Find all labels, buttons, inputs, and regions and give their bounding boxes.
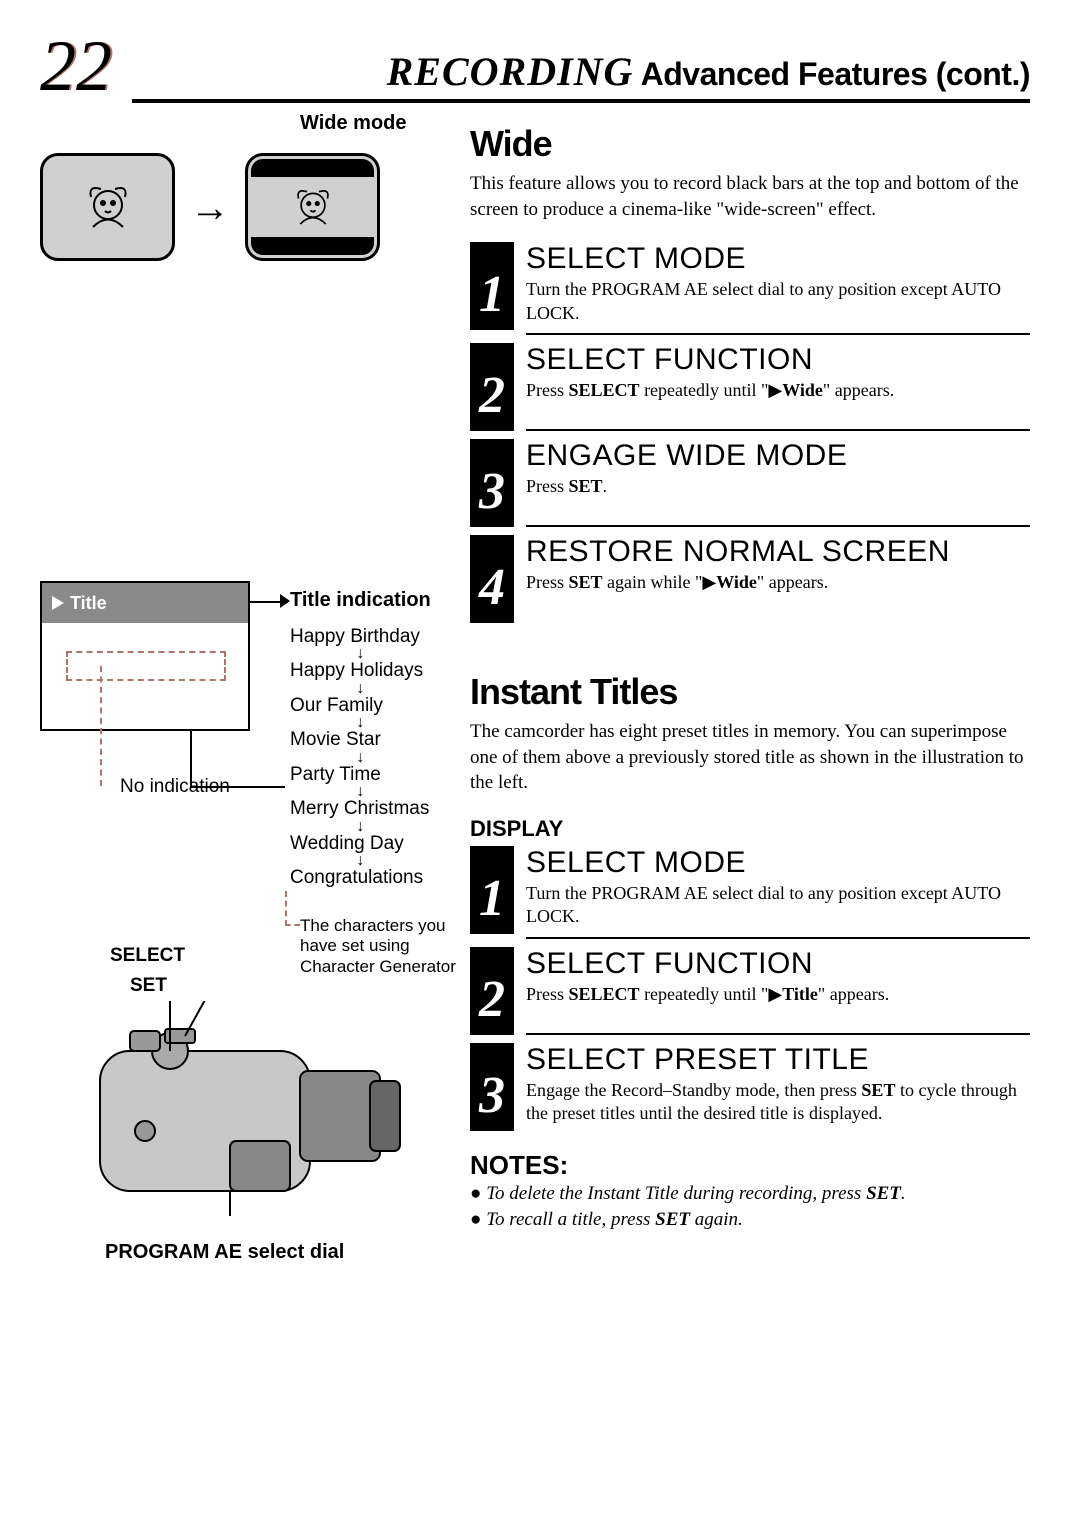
step-body: Press SELECT repeatedly until "▶Title" a… (526, 983, 1030, 1006)
titles-steps: 1 SELECT MODE Turn the PROGRAM AE select… (470, 846, 1030, 1134)
wide-screen (245, 153, 380, 261)
wide-section-body: This feature allows you to record black … (470, 171, 1030, 222)
step-heading: RESTORE NORMAL SCREEN (526, 535, 1030, 569)
display-subhead: DISPLAY (470, 816, 1030, 842)
chapter-title: RECORDING Advanced Features (cont.) (132, 48, 1030, 103)
title-screen: Title (40, 581, 250, 731)
step-number: 3 (470, 1043, 514, 1131)
step-body: Press SET. (526, 475, 1030, 498)
step: 3 ENGAGE WIDE MODE Press SET. (470, 439, 1030, 527)
step-heading: SELECT MODE (526, 242, 1030, 276)
camcorder-illustration (70, 1001, 410, 1231)
step-body: Turn the PROGRAM AE select dial to any p… (526, 278, 1030, 325)
title-list: Title indication Happy Birthday ↓ Happy … (290, 581, 431, 896)
wide-mode-label: Wide mode (300, 112, 407, 135)
title-item: Happy Holidays (290, 653, 431, 689)
step-number: 4 (470, 535, 514, 623)
step: 2 SELECT FUNCTION Press SELECT repeatedl… (470, 947, 1030, 1035)
title-item: Congratulations (290, 860, 431, 896)
program-ae-label: PROGRAM AE select dial (105, 1241, 344, 1264)
wide-steps: 1 SELECT MODE Turn the PROGRAM AE select… (470, 242, 1030, 623)
step-heading: SELECT PRESET TITLE (526, 1043, 1030, 1077)
triangle-icon (52, 596, 64, 610)
titles-section-body: The camcorder has eight preset titles in… (470, 719, 1030, 796)
connector-line (190, 786, 237, 788)
step-number: 1 (470, 242, 514, 330)
title-item: Wedding Day (290, 826, 431, 862)
arrow-right-icon: → (190, 184, 230, 231)
wide-mode-illustration: → (40, 153, 450, 261)
dashed-connector (100, 666, 102, 786)
title-item: Party Time (290, 757, 431, 793)
wide-section-title: Wide (470, 123, 1030, 165)
step: 3 SELECT PRESET TITLE Engage the Record–… (470, 1043, 1030, 1134)
step: 4 RESTORE NORMAL SCREEN Press SET again … (470, 535, 1030, 623)
step-body: Press SELECT repeatedly until "▶Wide" ap… (526, 379, 1030, 402)
dashed-connector (285, 924, 300, 926)
character-note: The characters you have set using Charac… (300, 916, 480, 977)
set-label: SET (130, 971, 185, 1001)
title-illustration-area: Title Title indication Happy Birthday ↓ … (40, 581, 450, 731)
note-item: To recall a title, press SET again. (470, 1207, 1030, 1234)
step-body: Press SET again while "▶Wide" appears. (526, 571, 1030, 594)
page-number: 22 (40, 30, 112, 102)
notes-heading: NOTES: (470, 1150, 1030, 1181)
arrowhead-icon (280, 594, 290, 608)
title-item: Merry Christmas (290, 791, 431, 827)
step-body: Turn the PROGRAM AE select dial to any p… (526, 882, 1030, 929)
note-item: To delete the Instant Title during recor… (470, 1181, 1030, 1208)
dashed-connector (285, 891, 287, 926)
step: 1 SELECT MODE Turn the PROGRAM AE select… (470, 242, 1030, 335)
title-item: Happy Birthday (290, 619, 431, 655)
step-heading: SELECT FUNCTION (526, 947, 1030, 981)
step: 2 SELECT FUNCTION Press SELECT repeatedl… (470, 343, 1030, 431)
page-header: 22 RECORDING Advanced Features (cont.) (40, 30, 1030, 103)
title-indication-label: Title indication (290, 581, 431, 619)
step-number: 3 (470, 439, 514, 527)
notes-list: To delete the Instant Title during recor… (470, 1181, 1030, 1234)
step-heading: SELECT MODE (526, 846, 1030, 880)
header-recording: RECORDING (387, 49, 634, 94)
connector-line (235, 786, 285, 788)
step-number: 2 (470, 343, 514, 431)
step: 1 SELECT MODE Turn the PROGRAM AE select… (470, 846, 1030, 939)
dashed-placeholder (66, 651, 226, 681)
header-rest: Advanced Features (cont.) (633, 56, 1030, 92)
step-body: Engage the Record–Standby mode, then pre… (526, 1079, 1030, 1126)
select-set-labels: SELECT SET (110, 941, 185, 1002)
character-icon (73, 177, 143, 237)
select-label: SELECT (110, 941, 185, 971)
titles-section-title: Instant Titles (470, 671, 1030, 713)
title-item: Movie Star (290, 722, 431, 758)
title-item: Our Family (290, 688, 431, 724)
connector-line (190, 731, 192, 788)
character-icon (283, 182, 343, 233)
step-heading: SELECT FUNCTION (526, 343, 1030, 377)
step-heading: ENGAGE WIDE MODE (526, 439, 1030, 473)
normal-screen (40, 153, 175, 261)
title-screen-label: Title (70, 593, 107, 614)
